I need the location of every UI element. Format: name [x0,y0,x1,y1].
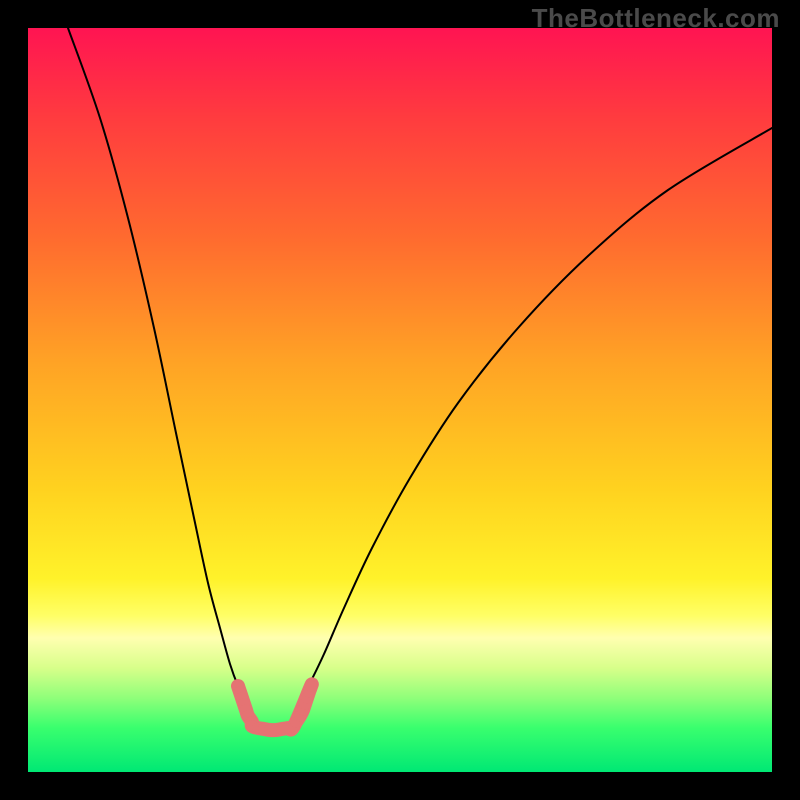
valley-dots [232,680,317,736]
border-right [772,0,800,800]
border-left [0,0,28,800]
border-bottom [0,772,800,800]
left-branch-curve [68,28,245,700]
plot-area [28,28,772,772]
curve-layer [28,28,772,772]
watermark-text: TheBottleneck.com [532,3,780,34]
right-branch-curve [301,128,772,700]
chart-frame: TheBottleneck.com [0,0,800,800]
valley-dot [305,680,317,692]
